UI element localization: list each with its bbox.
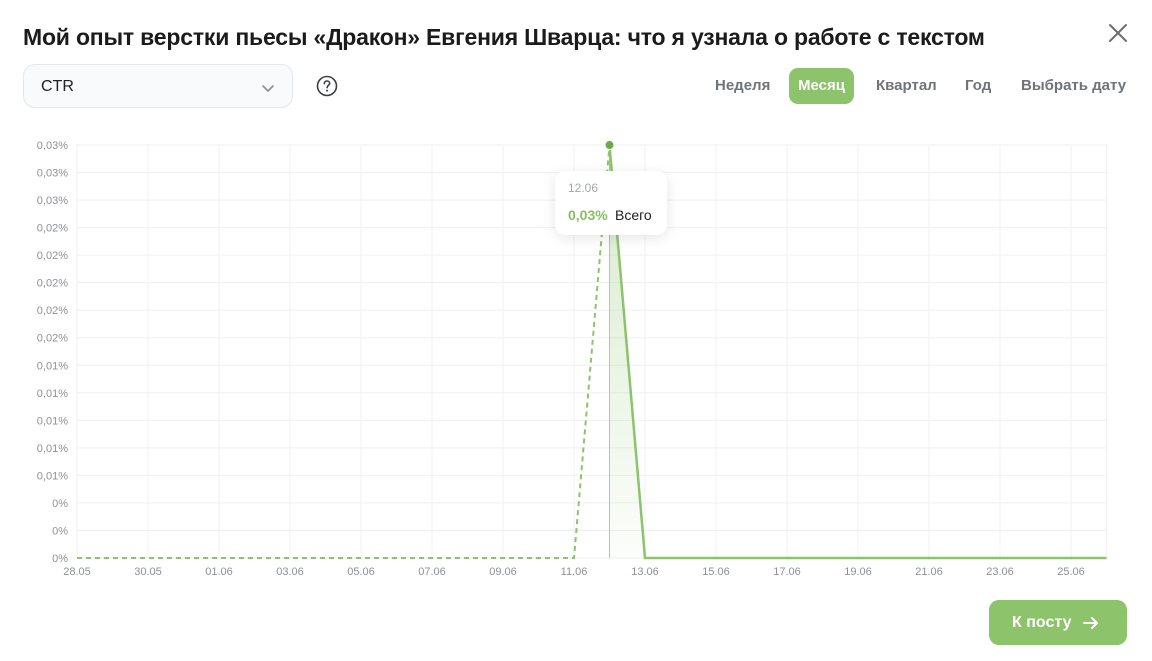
x-tick-label: 30.05 (134, 566, 162, 578)
close-icon[interactable] (1106, 21, 1130, 45)
y-tick-label: 0% (52, 553, 68, 565)
x-tick-label: 17.06 (773, 566, 801, 578)
arrow-right-icon (1083, 617, 1098, 629)
period-week[interactable]: Неделя (715, 77, 771, 94)
y-tick-label: 0,01% (37, 388, 68, 400)
x-tick-label: 05.06 (347, 566, 375, 578)
x-tick-label: 07.06 (418, 566, 446, 578)
x-tick-label: 19.06 (844, 566, 872, 578)
tooltip-date: 12.06 (568, 181, 599, 195)
y-tick-label: 0,03% (37, 168, 68, 180)
y-tick-label: 0,02% (37, 305, 68, 317)
y-tick-label: 0% (52, 525, 68, 537)
y-tick-label: 0,03% (37, 195, 68, 207)
y-tick-label: 0,01% (37, 360, 68, 372)
period-month[interactable]: Месяц (789, 68, 854, 104)
to-post-button[interactable]: К посту (989, 600, 1127, 645)
y-tick-label: 0,02% (37, 278, 68, 290)
x-tick-label: 23.06 (986, 566, 1014, 578)
ctr-line-chart: 0,03% 0,03% 0,03% 0,02% 0,02% 0,02% 0,02% 0,02%… (37, 140, 1107, 578)
highlight-point (604, 140, 615, 150)
y-tick-label: 0,02% (37, 250, 68, 262)
x-tick-label: 25.06 (1057, 566, 1085, 578)
chevron-down-icon (262, 85, 274, 92)
y-tick-label: 0,01% (37, 415, 68, 427)
y-tick-label: 0,01% (37, 470, 68, 482)
metric-select[interactable]: CTR (23, 64, 293, 108)
x-tick-label: 15.06 (702, 566, 730, 578)
y-tick-label: 0,01% (37, 443, 68, 455)
series-line-dashed (77, 144, 611, 559)
tooltip-value: 0,03% (568, 207, 608, 223)
help-circle-icon[interactable] (316, 75, 338, 97)
period-pick-date[interactable]: Выбрать дату (1021, 77, 1127, 94)
period-quarter[interactable]: Квартал (876, 77, 937, 94)
to-post-label: К посту (1012, 614, 1072, 631)
x-tick-label: 03.06 (276, 566, 304, 578)
metric-select-value: CTR (41, 78, 74, 95)
y-tick-label: 0% (52, 498, 68, 510)
modal-title: Мой опыт верстки пьесы «Дракон» Евгения … (23, 24, 985, 50)
x-tick-label: 01.06 (205, 566, 233, 578)
y-tick-label: 0,03% (37, 140, 68, 152)
x-tick-label: 13.06 (631, 566, 659, 578)
y-tick-label: 0,02% (37, 333, 68, 345)
x-tick-label: 11.06 (561, 566, 588, 578)
x-tick-label: 09.06 (489, 566, 517, 578)
x-tick-label: 28.05 (63, 566, 91, 578)
y-tick-label: 0,02% (37, 223, 68, 235)
tooltip-series: Всего (615, 207, 652, 223)
x-tick-label: 21.06 (915, 566, 943, 578)
chart-tooltip: 12.06 0,03% Всего (555, 171, 667, 235)
period-year[interactable]: Год (965, 77, 992, 94)
